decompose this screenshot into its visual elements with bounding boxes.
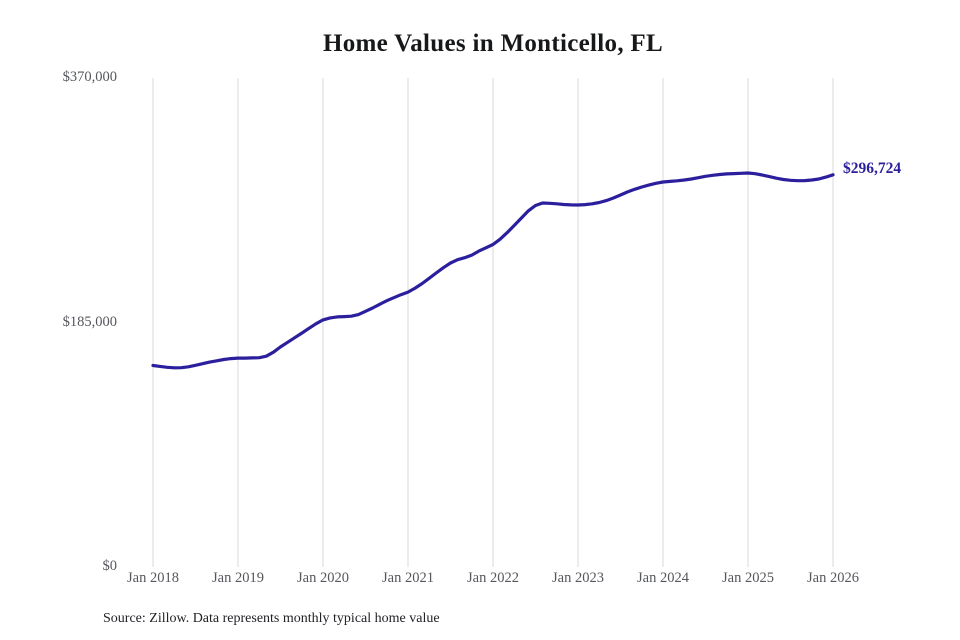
chart-title: Home Values in Monticello, FL bbox=[323, 30, 663, 57]
source-note: Source: Zillow. Data represents monthly … bbox=[103, 611, 440, 626]
x-tick-label: Jan 2018 bbox=[127, 570, 179, 586]
y-tick-label: $0 bbox=[102, 558, 118, 575]
x-tick-label: Jan 2019 bbox=[212, 570, 264, 586]
x-tick-label: Jan 2026 bbox=[807, 570, 859, 586]
x-tick-label: Jan 2024 bbox=[637, 570, 689, 586]
x-tick-label: Jan 2020 bbox=[297, 570, 349, 586]
y-tick-label: $185,000 bbox=[62, 313, 117, 330]
home-value-line-series bbox=[151, 171, 835, 370]
vertical-gridlines bbox=[152, 78, 834, 567]
x-tick-label: Jan 2022 bbox=[467, 570, 519, 586]
latest-value-label: $296,724 bbox=[843, 160, 902, 177]
y-tick-label: $370,000 bbox=[62, 69, 117, 86]
x-tick-label: Jan 2025 bbox=[722, 570, 774, 586]
x-tick-label: Jan 2023 bbox=[552, 570, 604, 586]
x-tick-label: Jan 2021 bbox=[382, 570, 434, 586]
